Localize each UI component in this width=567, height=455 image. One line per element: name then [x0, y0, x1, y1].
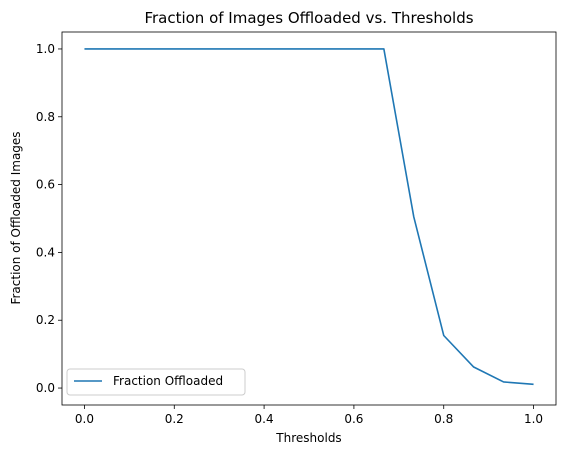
- x-tick-label: 0.2: [165, 412, 184, 426]
- legend: Fraction Offloaded: [66, 368, 246, 396]
- series-line-0: [84, 48, 534, 386]
- y-tick-label: 0.2: [36, 313, 55, 327]
- y-tick-label: 0.4: [36, 245, 55, 259]
- y-tick-label: 0.8: [36, 110, 55, 124]
- plot-area-frame: [61, 31, 557, 406]
- y-axis-ticks: 0.0 0.2 0.4 0.6 0.8 1.0: [36, 42, 62, 395]
- legend-box: [66, 368, 246, 396]
- legend-label: Fraction Offloaded: [113, 374, 223, 388]
- x-tick-label: 0.6: [344, 412, 363, 426]
- x-tick-label: 0.0: [75, 412, 94, 426]
- x-axis-label: Thresholds: [275, 431, 341, 445]
- x-tick-label: 1.0: [524, 412, 543, 426]
- x-axis-ticks: 0.0 0.2 0.4 0.6 0.8 1.0: [75, 405, 543, 426]
- y-tick-label: 0.0: [36, 381, 55, 395]
- x-tick-label: 0.4: [255, 412, 274, 426]
- x-tick-label: 0.8: [434, 412, 453, 426]
- chart-title: Fraction of Images Offloaded vs. Thresho…: [144, 9, 473, 27]
- y-axis-label: Fraction of Offloaded Images: [9, 131, 23, 304]
- y-tick-label: 1.0: [36, 42, 55, 56]
- series-layer: [84, 48, 534, 386]
- y-tick-label: 0.6: [36, 178, 55, 192]
